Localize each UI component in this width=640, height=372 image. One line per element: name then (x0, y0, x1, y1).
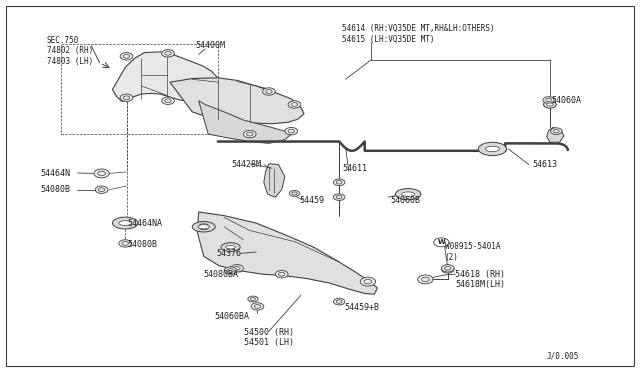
Circle shape (336, 300, 342, 303)
Text: J/0.005: J/0.005 (547, 351, 579, 360)
Text: 54060B: 54060B (390, 196, 420, 205)
Circle shape (336, 181, 342, 184)
Ellipse shape (221, 243, 240, 251)
Circle shape (162, 49, 174, 57)
Polygon shape (198, 101, 291, 143)
Text: 54618 (RH)
54618M(LH): 54618 (RH) 54618M(LH) (456, 270, 506, 289)
Text: W08915-5401A
(2): W08915-5401A (2) (445, 242, 500, 262)
Text: 54080B: 54080B (40, 185, 70, 194)
Text: 54611: 54611 (342, 164, 367, 173)
Circle shape (288, 129, 294, 133)
Text: 54060BA: 54060BA (214, 312, 250, 321)
Circle shape (422, 277, 429, 282)
Text: 54060A: 54060A (551, 96, 581, 105)
Circle shape (119, 240, 132, 247)
Circle shape (122, 241, 129, 245)
Polygon shape (197, 212, 378, 294)
Text: 54464N: 54464N (40, 169, 70, 177)
Polygon shape (170, 78, 304, 124)
Circle shape (442, 264, 454, 272)
Circle shape (291, 103, 298, 106)
Circle shape (246, 132, 253, 136)
Circle shape (288, 101, 301, 108)
Ellipse shape (192, 222, 215, 232)
Text: 54614 (RH:VQ35DE MT,RH&LH:OTHERS)
54615 (LH:VQ35DE MT): 54614 (RH:VQ35DE MT,RH&LH:OTHERS) 54615 … (342, 24, 495, 44)
Ellipse shape (396, 189, 421, 200)
Circle shape (254, 305, 260, 308)
Circle shape (165, 51, 172, 55)
Polygon shape (547, 128, 564, 142)
Circle shape (99, 188, 105, 192)
Circle shape (442, 266, 454, 273)
Circle shape (98, 171, 106, 176)
Circle shape (292, 192, 297, 195)
Text: 54459: 54459 (300, 196, 324, 205)
Circle shape (333, 194, 345, 201)
Polygon shape (113, 52, 221, 102)
Circle shape (434, 238, 449, 247)
Circle shape (227, 269, 234, 272)
Circle shape (550, 128, 562, 135)
Circle shape (124, 54, 130, 58)
Circle shape (418, 275, 433, 284)
Circle shape (250, 298, 255, 301)
Ellipse shape (547, 103, 553, 106)
Polygon shape (264, 164, 285, 197)
Circle shape (445, 266, 451, 270)
Circle shape (285, 128, 298, 135)
Circle shape (333, 179, 345, 186)
Ellipse shape (478, 142, 506, 155)
Circle shape (543, 97, 554, 103)
Circle shape (162, 97, 174, 105)
Ellipse shape (113, 217, 138, 229)
Ellipse shape (543, 101, 556, 108)
Circle shape (120, 52, 133, 60)
Circle shape (248, 296, 258, 302)
Circle shape (224, 267, 237, 274)
Circle shape (243, 131, 256, 138)
Circle shape (333, 298, 345, 305)
Circle shape (262, 88, 275, 95)
Circle shape (95, 186, 108, 193)
Text: 54400M: 54400M (195, 41, 225, 51)
Circle shape (251, 303, 264, 310)
Text: 54464NA: 54464NA (127, 219, 162, 228)
Ellipse shape (119, 221, 132, 225)
Circle shape (234, 266, 240, 270)
Circle shape (201, 225, 206, 228)
Circle shape (94, 169, 109, 178)
Circle shape (275, 270, 288, 278)
Text: 54428M: 54428M (232, 160, 262, 169)
Text: 54080BA: 54080BA (204, 270, 239, 279)
Circle shape (124, 96, 130, 100)
Circle shape (336, 195, 342, 199)
Text: 54500 (RH)
54501 (LH): 54500 (RH) 54501 (LH) (244, 327, 294, 347)
Ellipse shape (226, 246, 236, 249)
Text: 54613: 54613 (532, 160, 557, 169)
Circle shape (364, 279, 372, 284)
Circle shape (165, 99, 172, 103)
Circle shape (198, 224, 209, 230)
Ellipse shape (485, 146, 499, 152)
Text: 54080B: 54080B (127, 240, 157, 249)
Text: 54376: 54376 (216, 249, 241, 258)
Text: W: W (438, 239, 445, 245)
Circle shape (266, 90, 272, 93)
Circle shape (230, 264, 243, 272)
Text: 54459+B: 54459+B (344, 303, 380, 312)
Circle shape (120, 94, 133, 102)
Circle shape (289, 190, 300, 196)
Circle shape (445, 267, 451, 271)
Ellipse shape (402, 192, 415, 196)
Text: SEC.750
74802 (RH)
74803 (LH): SEC.750 74802 (RH) 74803 (LH) (47, 36, 93, 65)
Circle shape (278, 272, 285, 276)
Circle shape (554, 129, 559, 133)
Circle shape (546, 98, 552, 102)
Ellipse shape (198, 225, 209, 229)
Circle shape (360, 277, 376, 286)
